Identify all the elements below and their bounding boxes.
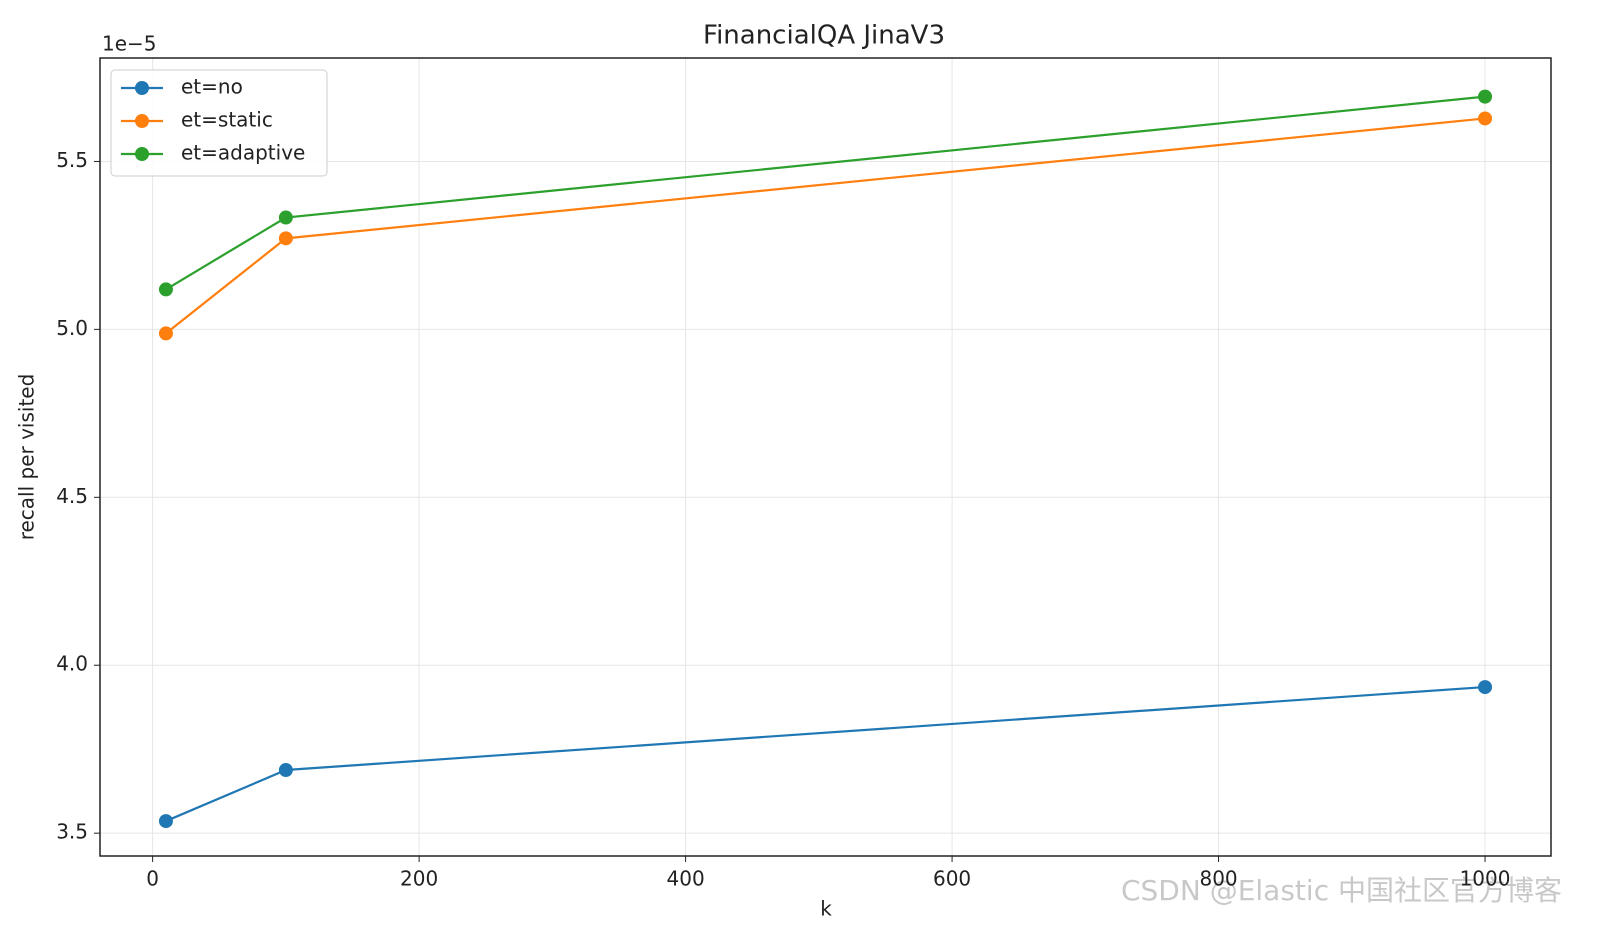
marker [278, 210, 293, 225]
y-tick-label: 4.0 [56, 652, 88, 676]
marker [278, 231, 293, 246]
watermark: CSDN @Elastic 中国社区官方博客 [1121, 874, 1562, 907]
y-axis-label: recall per visited [15, 374, 39, 541]
marker [1478, 89, 1493, 104]
x-tick-label: 0 [146, 867, 159, 891]
series-line [165, 117, 1486, 335]
marker [158, 326, 173, 341]
x-axis-label: k [820, 897, 832, 921]
y-tick-label: 5.5 [56, 148, 88, 172]
x-tick-label: 600 [933, 867, 971, 891]
chart-title: FinancialQA JinaV3 [703, 21, 945, 51]
marker [1478, 111, 1493, 126]
legend-marker [135, 81, 149, 95]
marker [158, 814, 173, 829]
y-tick-label: 3.5 [56, 820, 88, 844]
y-offset-label: 1e−5 [102, 32, 157, 56]
x-tick-label: 1000 [1460, 867, 1511, 891]
legend-label: et=adaptive [181, 141, 305, 165]
marker [278, 763, 293, 778]
legend-marker [135, 147, 149, 161]
marker [1478, 680, 1493, 695]
x-tick-label: 200 [400, 867, 438, 891]
legend-marker [135, 114, 149, 128]
legend-box [110, 69, 328, 177]
x-tick-label: 400 [667, 867, 705, 891]
y-tick-label: 4.5 [56, 484, 88, 508]
plot-frame [99, 57, 1552, 857]
y-tick-label: 5.0 [56, 316, 88, 340]
marker [158, 282, 173, 297]
x-tick-label: 800 [1199, 867, 1237, 891]
legend-label: et=no [181, 75, 243, 99]
legend-label: et=static [181, 108, 273, 132]
series-line [165, 685, 1486, 823]
series-line [165, 95, 1486, 291]
